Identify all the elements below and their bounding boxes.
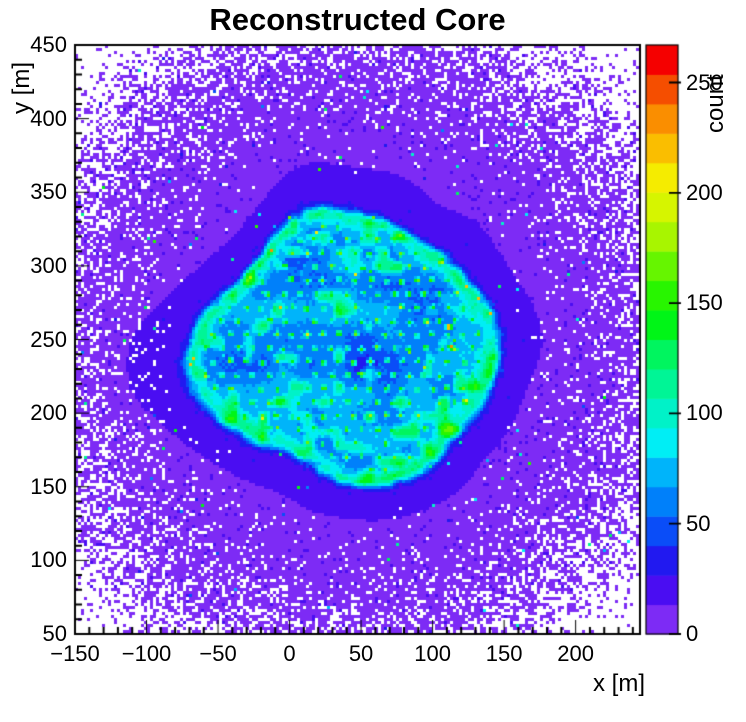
y-tick-label: 250 <box>30 326 67 352</box>
x-tick-label: −100 <box>121 641 172 666</box>
chart-title: Reconstructed Core <box>209 2 506 37</box>
y-tick-label: 150 <box>30 473 67 499</box>
z-tick-label: 200 <box>686 179 723 205</box>
x-tick-label: −50 <box>199 641 237 666</box>
y-tick-label: 50 <box>42 621 67 646</box>
x-axis-title: x [m] <box>593 670 645 697</box>
x-tick-label: 100 <box>414 641 451 666</box>
y-tick-label: 200 <box>30 400 67 426</box>
z-tick-label: 150 <box>686 290 723 316</box>
z-tick-label: 250 <box>686 69 723 95</box>
x-tick-label: 0 <box>283 641 296 666</box>
y-tick-label: 450 <box>30 32 67 57</box>
x-tick-label: 150 <box>485 641 523 666</box>
x-tick-label: 50 <box>348 641 374 666</box>
z-tick-label: 50 <box>686 510 711 536</box>
y-tick-label: 400 <box>30 105 67 131</box>
y-tick-label: 100 <box>30 547 67 573</box>
x-tick-label: −150 <box>50 641 100 666</box>
x-tick-label: 200 <box>557 641 594 666</box>
y-tick-label: 350 <box>30 179 67 205</box>
z-tick-label: 0 <box>686 621 699 646</box>
y-tick-label: 300 <box>30 252 67 278</box>
z-tick-label: 100 <box>686 400 723 426</box>
